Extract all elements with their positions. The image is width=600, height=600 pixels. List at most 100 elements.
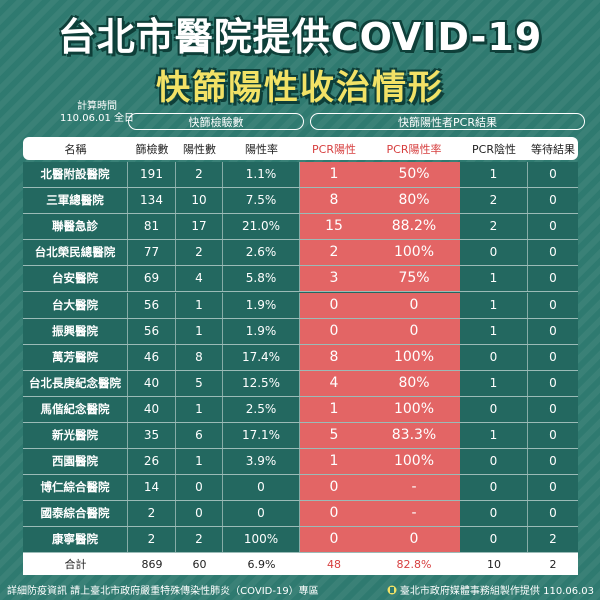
total-pcr-positive: 48	[327, 557, 341, 571]
cell-pending: 0	[549, 193, 557, 208]
cell-screened: 69	[128, 266, 176, 292]
cell-pcr-negative: 0	[460, 501, 528, 527]
cell-pending: 0	[549, 480, 557, 495]
cell-name: 台大醫院	[23, 292, 128, 318]
cell-pcr-positive: 0	[300, 501, 368, 527]
table-row: 北醫附設醫院 191 2 1.1% 1 50% 1 0	[23, 162, 578, 189]
col-header-screened: 篩檢數	[135, 142, 169, 156]
cell-pcr-positive-rate: 75%	[368, 266, 460, 292]
cell-pcr-negative: 0	[460, 449, 528, 475]
cell-pcr-positive: 0	[300, 318, 368, 344]
cell-name: 台北長庚紀念醫院	[23, 370, 128, 396]
cell-pcr-positive-rate: 0	[368, 292, 460, 318]
cell-screened: 56	[128, 292, 176, 318]
table-row: 馬偕紀念醫院 40 1 2.5% 1 100% 0 0	[23, 396, 578, 423]
cell-screened: 81	[128, 214, 176, 240]
cell-positive: 0	[176, 475, 223, 501]
cell-positive-rate: 2.5%	[223, 396, 300, 422]
footer-info: 詳細防疫資訊 請上臺北市政府嚴重特殊傳染性肺炎（COVID-19）專區	[7, 586, 319, 597]
cell-pending: 0	[549, 506, 557, 521]
table-row: 國泰綜合醫院 2 0 0 0-0 0	[23, 501, 578, 528]
cell-name: 萬芳醫院	[23, 344, 128, 370]
cell-positive: 1	[176, 292, 223, 318]
cell-screened: 14	[128, 475, 176, 501]
cell-positive-rate: 1.9%	[223, 292, 300, 318]
cell-screened: 46	[128, 344, 176, 370]
cell-positive: 1	[176, 449, 223, 475]
cell-pcr-positive-rate: 100%	[368, 449, 460, 475]
cell-screened: 26	[128, 449, 176, 475]
cell-pending: 0	[549, 349, 557, 364]
cell-name: 博仁綜合醫院	[23, 475, 128, 501]
taipei-logo-icon	[387, 585, 397, 595]
cell-pcr-positive-rate: -	[368, 475, 460, 501]
footer-credit: 臺北市政府媒體事務組製作提供 110.06.03	[387, 582, 594, 597]
cell-positive-rate: 21.0%	[223, 214, 300, 240]
col-header-name: 名稱	[64, 142, 87, 156]
cell-pcr-positive: 1	[300, 449, 368, 475]
cell-name: 馬偕紀念醫院	[23, 396, 128, 422]
cell-pcr-positive: 0	[300, 475, 368, 501]
cell-pending: 0	[549, 427, 557, 442]
cell-name: 台北榮民總醫院	[23, 240, 128, 266]
cell-screened: 191	[128, 162, 176, 188]
total-label: 合計	[64, 558, 87, 571]
col-header-positive-rate: 陽性率	[245, 142, 278, 156]
cell-positive: 4	[176, 266, 223, 292]
table-row: 台大醫院 56 1 1.9% 0 0 1 0	[23, 292, 578, 319]
cell-pcr-positive: 8	[300, 344, 368, 370]
cell-pcr-positive: 1	[300, 162, 368, 188]
cell-name: 振興醫院	[23, 318, 128, 344]
col-header-pcr-negative: PCR陰性	[472, 142, 516, 156]
cell-positive-rate: 12.5%	[223, 370, 300, 396]
cell-pending: 0	[549, 375, 557, 390]
table-row: 新光醫院 35 6 17.1% 5 83.3% 1 0	[23, 422, 578, 450]
calc-time-date: 110.06.01 全日	[59, 113, 135, 124]
cell-pcr-positive-rate: 100%	[368, 396, 460, 422]
cell-pending: 0	[549, 323, 557, 338]
cell-positive: 6	[176, 422, 223, 448]
cell-positive: 2	[176, 162, 223, 188]
calc-time-label: 計算時間	[77, 101, 117, 112]
cell-pcr-positive: 1	[300, 396, 368, 422]
cell-name: 三軍總醫院	[23, 188, 128, 214]
cell-positive: 2	[176, 527, 223, 553]
cell-pcr-negative: 1	[460, 162, 528, 188]
table-row: 台北榮民總醫院 77 2 2.6% 2 100% 0 0	[23, 240, 578, 267]
cell-name: 西園醫院	[23, 449, 128, 475]
cell-pending: 0	[549, 245, 557, 260]
cell-pcr-negative: 2	[460, 214, 528, 240]
cell-pcr-negative: 1	[460, 266, 528, 292]
page-subtitle: 快篩陽性收治情形	[156, 68, 444, 108]
cell-pcr-positive-rate: 83.3%	[368, 422, 460, 448]
page-title: 台北市醫院提供COVID-19	[57, 15, 543, 59]
cell-pcr-positive: 5	[300, 422, 368, 448]
cell-pcr-negative: 1	[460, 422, 528, 448]
cell-pcr-negative: 1	[460, 318, 528, 344]
total-positive-rate: 6.9%	[247, 557, 276, 571]
cell-positive-rate: 7.5%	[223, 188, 300, 214]
cell-pending: 0	[549, 271, 557, 286]
cell-pcr-negative: 1	[460, 292, 528, 318]
cell-pcr-positive-rate: 100%	[368, 240, 460, 266]
table-row: 台北長庚紀念醫院 40 5 12.5% 4 80% 1 0	[23, 370, 578, 397]
cell-pcr-negative: 2	[460, 188, 528, 214]
cell-pending: 0	[549, 454, 557, 469]
data-table: 名稱 篩檢數 陽性數 陽性率 PCR陽性 PCR陽性率 PCR陰性 等待結果 北…	[23, 137, 578, 554]
cell-screened: 56	[128, 318, 176, 344]
total-pending: 2	[549, 557, 557, 571]
cell-screened: 2	[128, 501, 176, 527]
cell-pending: 2	[549, 532, 557, 547]
cell-screened: 134	[128, 188, 176, 214]
cell-name: 台安醫院	[23, 266, 128, 292]
cell-name: 國泰綜合醫院	[23, 501, 128, 527]
col-header-positive: 陽性數	[183, 142, 216, 156]
col-header-pcr-positive: PCR陽性	[312, 142, 356, 156]
cell-pcr-negative: 0	[460, 527, 528, 553]
cell-name: 聯醫急診	[23, 214, 128, 240]
calc-time: 計算時間 110.06.01 全日	[42, 101, 152, 125]
cell-pcr-positive-rate: 88.2%	[368, 214, 460, 240]
cell-pcr-positive-rate: 50%	[368, 162, 460, 188]
col-header-pcr-positive-rate: PCR陽性率	[386, 142, 442, 156]
cell-positive-rate: 3.9%	[223, 449, 300, 475]
